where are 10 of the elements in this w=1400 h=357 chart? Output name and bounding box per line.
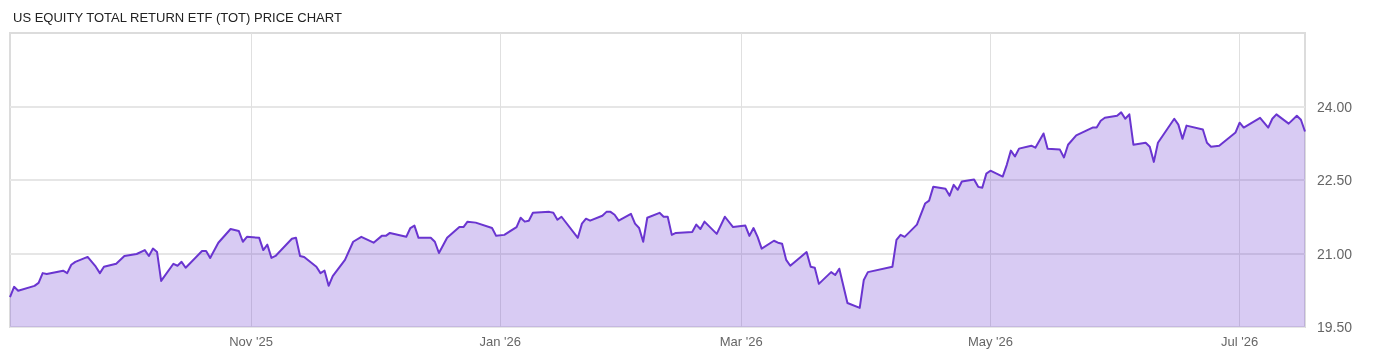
chart-title: US EQUITY TOTAL RETURN ETF (TOT) PRICE CHART [13, 10, 342, 25]
y-tick-label: 19.50 [1317, 319, 1353, 335]
x-tick-label: May '26 [967, 334, 1013, 349]
y-tick-label: 24.00 [1317, 98, 1353, 115]
x-tick-label: Mar '26 [719, 334, 763, 349]
y-tick-label: 21.00 [1317, 245, 1353, 262]
x-tick-label: Nov '25 [229, 334, 273, 349]
x-tick-label: Jan '26 [479, 334, 521, 349]
x-tick-label: Jul '26 [1221, 334, 1259, 349]
y-tick-label: 22.50 [1317, 172, 1353, 188]
